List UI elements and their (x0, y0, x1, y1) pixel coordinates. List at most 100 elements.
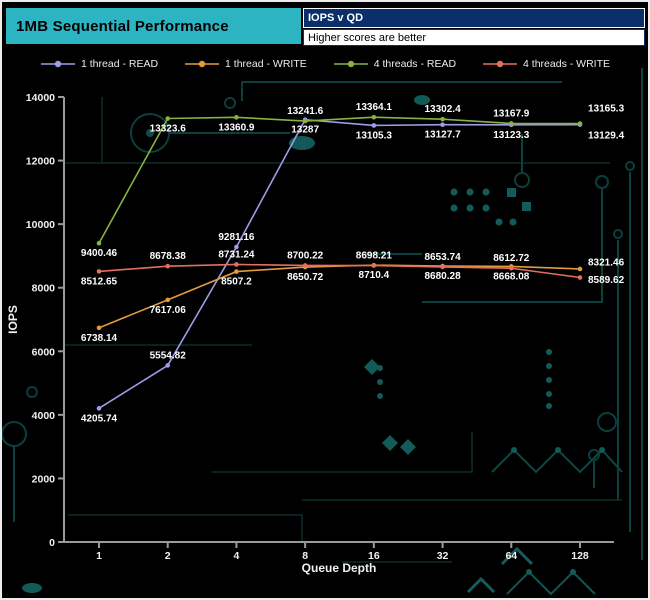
x-tick-label: 128 (571, 550, 589, 562)
data-label: 9400.46 (81, 248, 118, 259)
data-point (234, 244, 239, 250)
data-label: 13302.4 (424, 104, 461, 115)
y-axis-label: IOPS (6, 305, 20, 334)
series-line-1-thread-read (98, 118, 581, 409)
data-label: 8612.72 (493, 253, 530, 264)
subtitle-bottom-box: Higher scores are better (303, 29, 645, 46)
data-label: 13167.9 (493, 108, 530, 119)
data-label: 8700.22 (287, 250, 324, 261)
data-label: 8698.21 (356, 251, 393, 262)
data-point (165, 263, 171, 269)
legend-marker-icon (41, 60, 75, 68)
y-tick-label: 12000 (26, 156, 55, 168)
legend-item-4-threads-write: 4 threads - WRITE (482, 58, 610, 70)
data-point (234, 269, 239, 274)
data-label: 8653.74 (424, 252, 461, 263)
y-tick-label: 14000 (26, 92, 55, 104)
x-tick-label: 64 (505, 550, 517, 562)
data-label: 13129.4 (588, 131, 625, 142)
data-label: 8512.65 (81, 276, 118, 287)
data-point (165, 363, 171, 368)
data-label: 8507.2 (221, 277, 252, 288)
data-label: 8680.28 (424, 271, 461, 282)
data-point (302, 118, 308, 124)
chart-title: 1MB Sequential Performance (16, 17, 229, 35)
legend-item-1-thread-read: 1 thread - READ (40, 58, 158, 70)
legend-marker-icon (483, 60, 518, 68)
data-point (371, 263, 377, 268)
data-point (96, 240, 102, 246)
legend-marker-icon (333, 60, 368, 68)
x-tick-label: 32 (437, 550, 449, 562)
legend-label: 4 threads - READ (373, 58, 457, 70)
data-point (440, 122, 445, 128)
data-label: 13123.3 (493, 130, 530, 141)
chart-title-bar: 1MB Sequential Performance (6, 8, 301, 44)
data-label: 13105.3 (356, 130, 393, 141)
data-label: 8731.24 (218, 249, 255, 260)
data-label: 9281.16 (218, 232, 255, 243)
data-point (440, 116, 445, 122)
data-point (96, 406, 102, 411)
x-tick-label: 16 (368, 550, 380, 562)
series-line-4-threads-write (98, 263, 581, 279)
y-tick-label: 4000 (32, 410, 56, 422)
data-point (371, 114, 377, 120)
legend-label: 1 thread - WRITE (225, 58, 307, 70)
subtitle-top-box: IOPS v QD (303, 8, 645, 28)
data-label: 5554.82 (150, 350, 187, 361)
data-label: 13165.3 (588, 104, 625, 115)
subtitle-bottom-text: Higher scores are better (308, 31, 426, 44)
data-label: 8710.4 (359, 270, 390, 281)
data-label: 8678.38 (150, 251, 187, 262)
data-point (508, 265, 514, 271)
legend-marker-icon (185, 60, 220, 68)
circuit-pattern (2, 68, 643, 596)
y-tick-label: 10000 (26, 219, 55, 231)
data-label: 8589.62 (588, 275, 625, 286)
data-label: 13323.6 (150, 123, 187, 134)
data-label: 13241.6 (287, 106, 324, 117)
y-tick-label: 2000 (32, 473, 56, 485)
data-label: 4205.74 (81, 413, 118, 424)
data-label: 13127.7 (424, 130, 461, 141)
data-point (96, 269, 102, 274)
legend-item-1-thread-write: 1 thread - WRITE (184, 58, 307, 70)
data-point (577, 121, 583, 126)
data-point (577, 266, 583, 272)
legend-label: 1 thread - READ (81, 58, 159, 70)
data-label: 8321.46 (588, 257, 625, 268)
data-point (165, 116, 171, 121)
data-point (96, 325, 102, 331)
data-label: 8650.72 (287, 272, 324, 283)
data-point (371, 123, 377, 128)
data-point (577, 275, 583, 280)
y-tick-label: 8000 (32, 283, 56, 295)
x-tick-label: 8 (302, 550, 308, 562)
x-tick-label: 2 (165, 550, 171, 562)
x-axis-label: Queue Depth (302, 561, 377, 575)
data-label: 13360.9 (218, 122, 255, 133)
data-label: 6738.14 (81, 333, 118, 344)
data-point (165, 297, 171, 303)
data-point (234, 115, 239, 120)
data-point (302, 263, 308, 268)
data-label: 7617.06 (150, 305, 187, 316)
data-point (508, 121, 514, 126)
series-line-4-threads-read (98, 116, 581, 244)
x-tick-label: 1 (96, 550, 102, 562)
data-label: 13287 (291, 125, 319, 136)
data-label: 13364.1 (356, 102, 393, 113)
legend-item-4-threads-read: 4 threads - READ (333, 58, 456, 70)
y-tick-label: 0 (49, 537, 55, 549)
plot-area: 0 2000 4000 6000 8000 10000 12000 14000 1 2 4 8 16 32… (6, 92, 625, 575)
data-point (440, 264, 445, 270)
data-point (234, 262, 239, 267)
legend: 1 thread - READ 1 thread - WRITE 4 threads… (2, 58, 648, 70)
y-tick-label: 6000 (32, 346, 56, 358)
data-label: 8668.08 (493, 271, 530, 282)
x-tick-label: 4 (234, 550, 240, 562)
legend-label: 4 threads - WRITE (523, 58, 610, 70)
